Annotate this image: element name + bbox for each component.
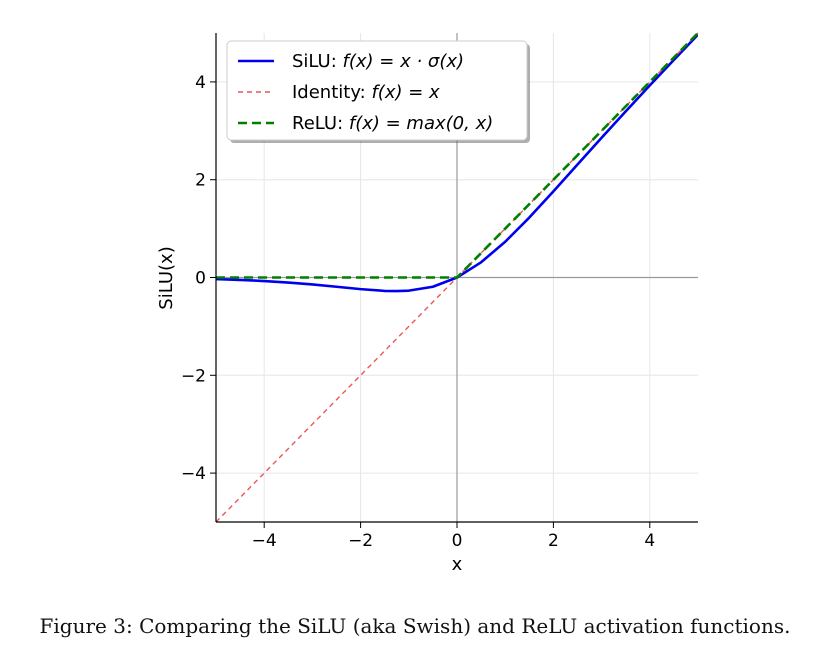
legend-label-identity: Identity: f(x) = x — [292, 82, 440, 103]
legend-label-formula: f(x) = x · σ(x) — [343, 51, 464, 72]
x-ticks: −4 −2 0 2 4 — [252, 522, 655, 551]
legend: SiLU: f(x) = x · σ(x) Identity: f(x) = x R… — [226, 40, 530, 143]
legend-label-formula: f(x) = x — [371, 82, 440, 103]
y-tick-label: 0 — [195, 269, 206, 289]
silu-chart: −4 −2 0 2 4 −4 −2 0 2 4 x SiLU(x) SiLU: f(x) = x… — [156, 32, 698, 575]
legend-label-prefix: ReLU: — [292, 113, 349, 134]
x-tick-label: −4 — [252, 531, 277, 551]
figure-caption: Figure 3: Comparing the SiLU (aka Swish)… — [39, 614, 791, 638]
y-tick-label: 4 — [195, 73, 206, 93]
legend-box — [226, 40, 528, 141]
legend-label-formula: f(x) = max(0, x) — [349, 113, 493, 134]
y-tick-label: 2 — [195, 171, 206, 191]
legend-label-prefix: Identity: — [292, 82, 371, 103]
x-tick-label: 4 — [644, 531, 655, 551]
x-tick-label: 2 — [548, 531, 559, 551]
series-layer — [216, 32, 698, 523]
y-tick-label: −2 — [181, 366, 206, 386]
series-line-silu — [216, 33, 698, 293]
legend-label-relu: ReLU: f(x) = max(0, x) — [292, 113, 493, 134]
legend-label-silu: SiLU: f(x) = x · σ(x) — [292, 51, 464, 72]
x-axis-label: x — [452, 554, 463, 575]
y-tick-label: −4 — [181, 464, 206, 484]
legend-label-prefix: SiLU: — [292, 51, 343, 72]
series-line-relu — [216, 32, 698, 279]
y-ticks: −4 −2 0 2 4 — [181, 73, 216, 484]
x-tick-label: −2 — [348, 531, 373, 551]
x-tick-label: 0 — [452, 531, 463, 551]
y-axis-label: SiLU(x) — [156, 246, 177, 309]
